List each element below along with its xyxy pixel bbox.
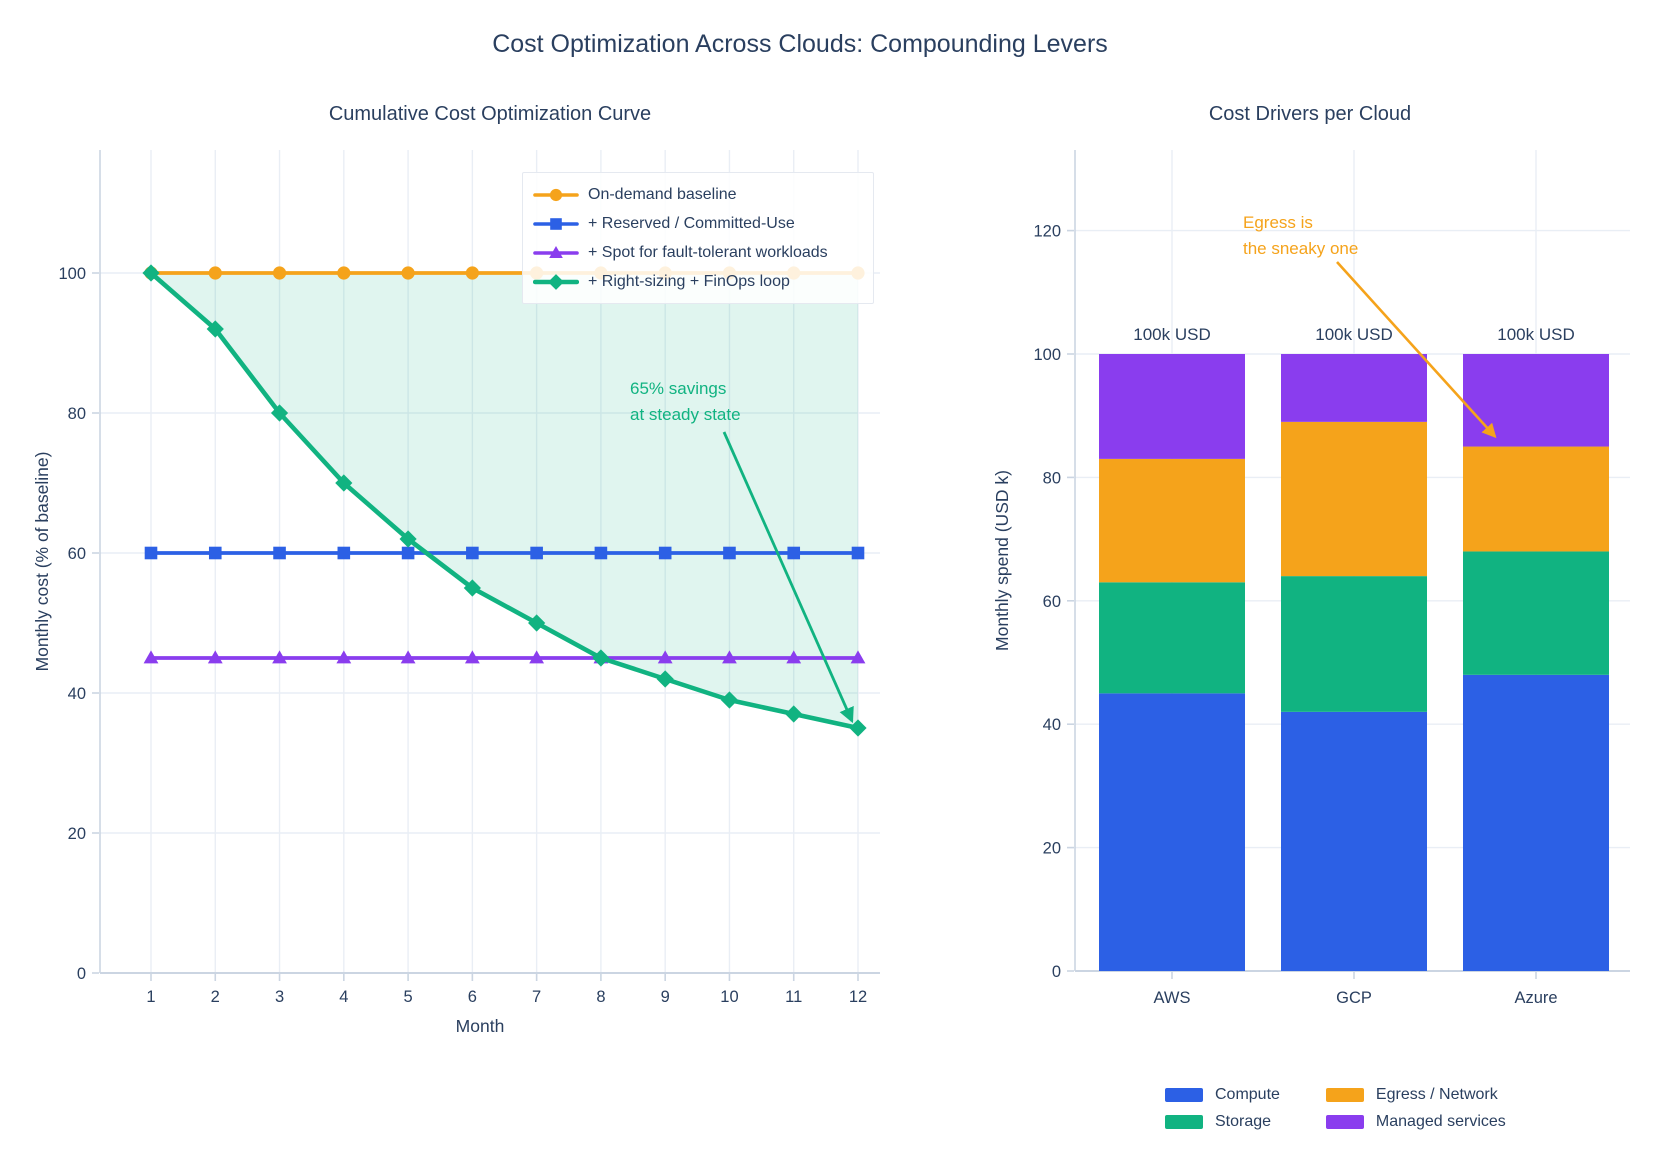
legend-item-label: + Right-sizing + FinOps loop (588, 272, 790, 290)
svg-text:2: 2 (211, 988, 220, 1006)
svg-text:AWS: AWS (1154, 989, 1191, 1007)
svg-text:0: 0 (1052, 963, 1061, 981)
svg-text:100: 100 (1033, 346, 1061, 364)
savings-annotation: 65% savings at steady state (630, 379, 854, 724)
bar-segment-azure-3 (1463, 354, 1609, 447)
legend-item-series-0[interactable]: On-demand baseline (533, 181, 861, 208)
bar-segment-gcp-3 (1281, 354, 1427, 422)
bar-segment-gcp-1 (1281, 576, 1427, 712)
square-line-swatch-icon (533, 217, 579, 230)
bar-segment-aws-3 (1099, 354, 1245, 459)
bar-chart-legend: Compute Egress / Network Storage Managed se… (1165, 1086, 1506, 1131)
line-chart-legend: On-demand baseline + Reserved / Committed… (522, 172, 874, 304)
svg-text:GCP: GCP (1336, 989, 1372, 1007)
svg-text:60: 60 (1043, 593, 1061, 611)
bar-segment-gcp-0 (1281, 711, 1427, 971)
stacked-bars: 100k USD 100k USD 100k USD (1099, 325, 1609, 971)
bar-chart-axes: 0 20 40 60 80 100 120 AWS GCP Azure Monthly spend … (992, 223, 1558, 1007)
legend-swatch-icon (1325, 1115, 1364, 1129)
svg-text:5: 5 (403, 988, 412, 1006)
svg-text:60: 60 (68, 545, 86, 563)
legend-item-series-3[interactable]: + Right-sizing + FinOps loop (533, 268, 861, 295)
line-series-2 (143, 650, 866, 664)
svg-text:20: 20 (68, 825, 86, 843)
svg-text:120: 120 (1033, 223, 1061, 241)
bar-legend-label: Managed services (1375, 1113, 1506, 1130)
svg-text:1: 1 (146, 988, 155, 1006)
bar-segment-aws-0 (1099, 693, 1245, 971)
svg-text:Monthly spend (USD k): Monthly spend (USD k) (992, 470, 1012, 651)
svg-text:at steady state: at steady state (630, 405, 741, 424)
svg-text:80: 80 (68, 405, 86, 423)
legend-item-series-1[interactable]: + Reserved / Committed-Use (533, 210, 861, 237)
svg-text:40: 40 (68, 685, 86, 703)
legend-item-label: + Reserved / Committed-Use (588, 214, 795, 232)
bar-legend-label: Storage (1215, 1113, 1272, 1130)
circle-line-swatch-icon (533, 188, 579, 201)
bar-legend-item-compute[interactable]: Compute (1165, 1086, 1280, 1104)
svg-text:Egress is: Egress is (1243, 213, 1313, 232)
bar-total-label: 100k USD (1315, 325, 1392, 344)
line-series-3 (142, 264, 867, 737)
bar-legend-label: Compute (1215, 1086, 1280, 1103)
svg-text:11: 11 (785, 988, 802, 1006)
svg-text:4: 4 (339, 988, 348, 1006)
savings-area (151, 273, 858, 728)
egress-annotation: Egress is the sneaky one (1243, 213, 1497, 439)
legend-item-series-2[interactable]: + Spot for fault-tolerant workloads (533, 239, 861, 266)
svg-text:12: 12 (849, 988, 867, 1006)
bar-chart-title: Cost Drivers per Cloud (1208, 103, 1412, 125)
bar-segment-aws-1 (1099, 582, 1245, 694)
bar-segment-azure-2 (1463, 446, 1609, 552)
line-chart-axes: 1 2 3 4 5 6 7 8 9 10 11 12020406080100MonthMonthly … (32, 265, 867, 1036)
legend-item-label: On-demand baseline (588, 185, 737, 203)
triangle-line-swatch-icon (533, 245, 579, 258)
bar-segment-gcp-2 (1281, 421, 1427, 577)
bar-legend-label: Egress / Network (1375, 1086, 1498, 1103)
svg-text:6: 6 (468, 988, 477, 1006)
svg-text:8: 8 (596, 988, 605, 1006)
svg-text:the sneaky one: the sneaky one (1243, 239, 1358, 258)
legend-item-label: + Spot for fault-tolerant workloads (588, 243, 828, 261)
bar-segment-azure-0 (1463, 674, 1609, 971)
svg-text:9: 9 (661, 988, 670, 1006)
bar-legend-item-storage[interactable]: Storage (1165, 1113, 1280, 1131)
line-series-1 (144, 546, 865, 560)
svg-text:40: 40 (1043, 716, 1061, 734)
svg-text:100: 100 (58, 265, 86, 283)
bar-total-label: 100k USD (1133, 325, 1210, 344)
svg-text:10: 10 (720, 988, 738, 1006)
diamond-line-swatch-icon (533, 273, 579, 290)
figure-title: Cost Optimization Across Clouds: Compoun… (492, 30, 1108, 58)
legend-swatch-icon (1325, 1088, 1364, 1102)
bar-segment-aws-2 (1099, 458, 1245, 583)
line-chart-title: Cumulative Cost Optimization Curve (328, 103, 652, 125)
bar-segment-azure-1 (1463, 551, 1609, 675)
bar-legend-item-managed-services[interactable]: Managed services (1325, 1113, 1506, 1131)
svg-text:20: 20 (1043, 840, 1061, 858)
svg-text:65% savings: 65% savings (630, 379, 726, 398)
svg-text:3: 3 (275, 988, 284, 1006)
svg-text:Monthly cost (% of baseline): Monthly cost (% of baseline) (32, 452, 52, 672)
svg-text:80: 80 (1043, 469, 1061, 487)
svg-text:7: 7 (532, 988, 541, 1006)
legend-swatch-icon (1165, 1115, 1203, 1129)
legend-swatch-icon (1165, 1088, 1203, 1102)
bar-total-label: 100k USD (1497, 325, 1574, 344)
svg-text:Azure: Azure (1514, 989, 1557, 1007)
bar-legend-item-egress-network[interactable]: Egress / Network (1325, 1086, 1506, 1104)
svg-text:Month: Month (456, 1016, 505, 1036)
svg-text:0: 0 (77, 965, 86, 983)
